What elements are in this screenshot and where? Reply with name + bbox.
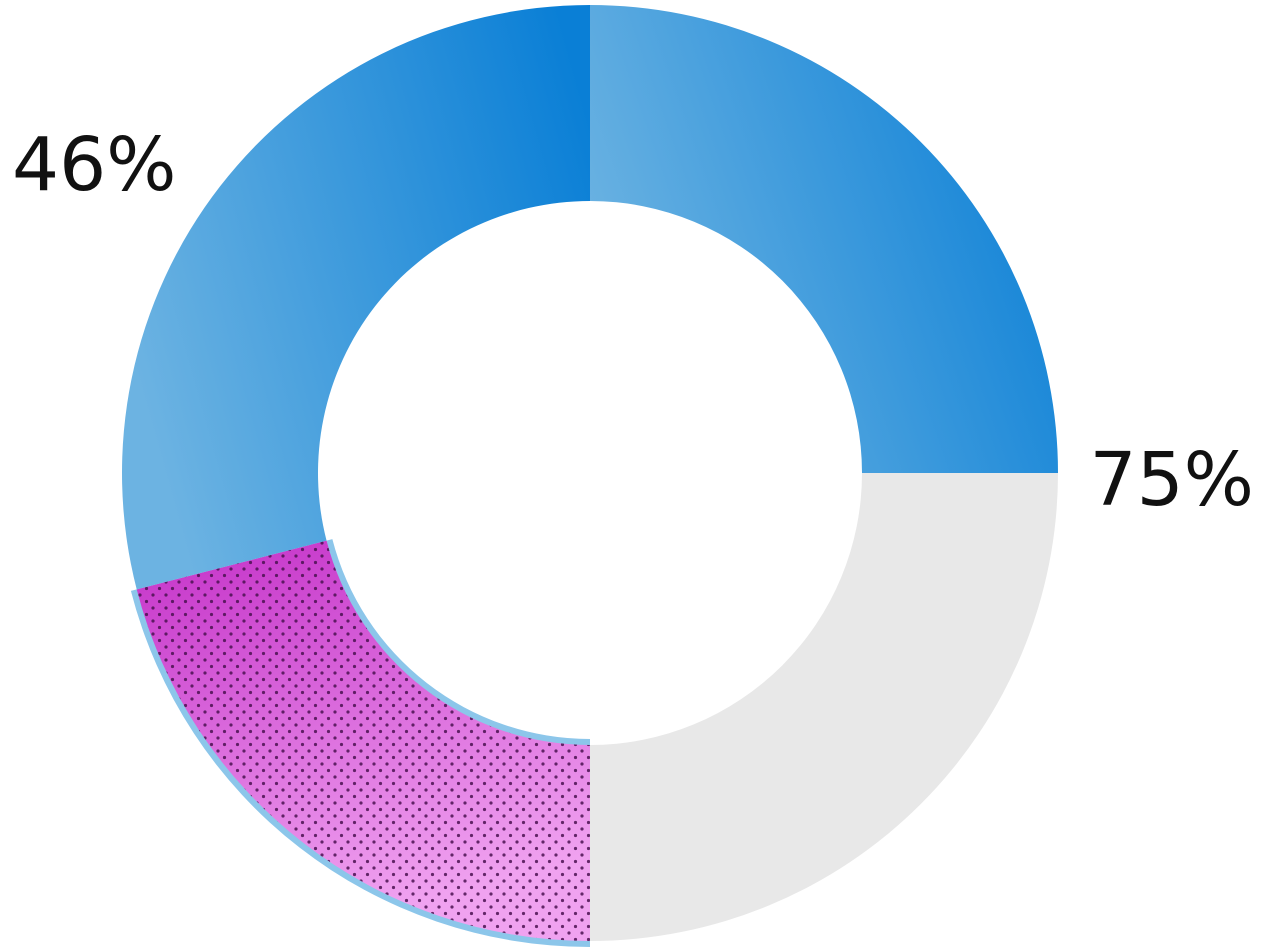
percent-label-1: 46% [12, 122, 176, 208]
slice-2-dot-overlay [136, 540, 591, 941]
donut-slices [121, 5, 1058, 947]
percentage-labels: 46% 75% [12, 122, 1254, 523]
percent-label-2: 75% [1090, 437, 1254, 523]
slice-1 [590, 473, 1058, 941]
slice-3 [121, 5, 591, 590]
slice-4 [590, 5, 1058, 473]
